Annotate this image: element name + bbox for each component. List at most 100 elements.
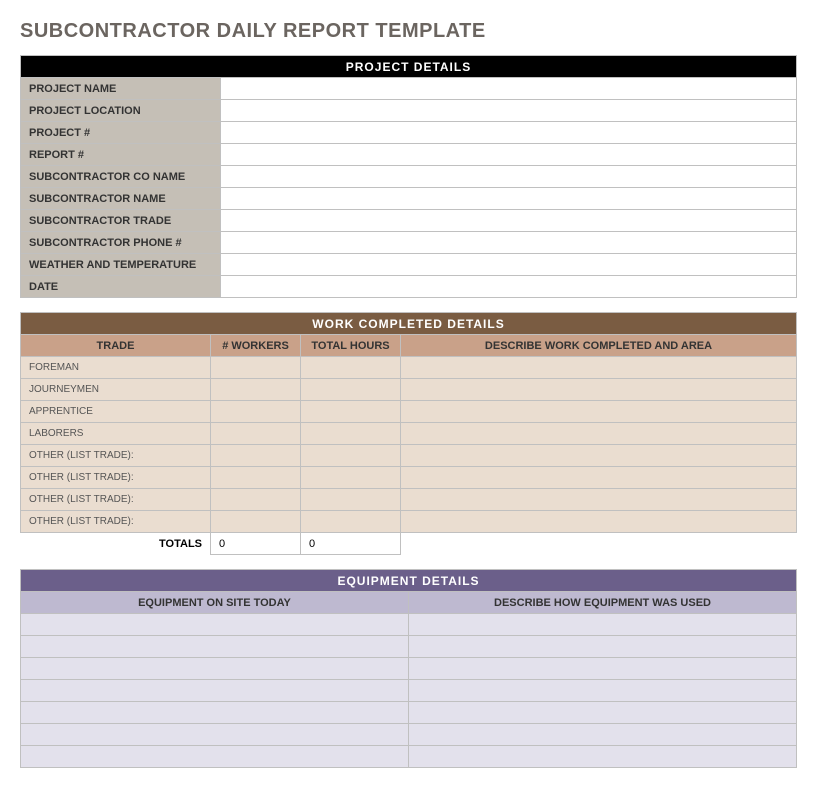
trade-cell: OTHER (LIST TRADE): xyxy=(21,489,211,511)
table-row: WEATHER AND TEMPERATURE xyxy=(21,254,797,276)
field-label: SUBCONTRACTOR NAME xyxy=(21,188,221,210)
workers-cell[interactable] xyxy=(211,401,301,423)
workers-cell[interactable] xyxy=(211,489,301,511)
totals-hours: 0 xyxy=(301,533,401,555)
totals-empty xyxy=(401,533,797,555)
equip-cell[interactable] xyxy=(21,658,409,680)
table-row: FOREMAN xyxy=(21,357,797,379)
workers-cell[interactable] xyxy=(211,357,301,379)
equip-desc-cell[interactable] xyxy=(409,746,797,768)
table-row xyxy=(21,658,797,680)
equip-cell[interactable] xyxy=(21,614,409,636)
field-value[interactable] xyxy=(221,144,797,166)
field-value[interactable] xyxy=(221,188,797,210)
desc-cell[interactable] xyxy=(401,511,797,533)
equip-desc-cell[interactable] xyxy=(409,614,797,636)
equip-desc-cell[interactable] xyxy=(409,724,797,746)
field-value[interactable] xyxy=(221,100,797,122)
equip-cell[interactable] xyxy=(21,636,409,658)
workers-cell[interactable] xyxy=(211,467,301,489)
table-row: APPRENTICE xyxy=(21,401,797,423)
hours-cell[interactable] xyxy=(301,467,401,489)
workers-cell[interactable] xyxy=(211,379,301,401)
table-row xyxy=(21,702,797,724)
page-title: SUBCONTRACTOR DAILY REPORT TEMPLATE xyxy=(20,20,797,43)
equip-cell[interactable] xyxy=(21,746,409,768)
col-header: TOTAL HOURS xyxy=(301,335,401,357)
trade-cell: JOURNEYMEN xyxy=(21,379,211,401)
hours-cell[interactable] xyxy=(301,511,401,533)
table-row xyxy=(21,614,797,636)
table-row: OTHER (LIST TRADE): xyxy=(21,467,797,489)
trade-cell: OTHER (LIST TRADE): xyxy=(21,511,211,533)
desc-cell[interactable] xyxy=(401,357,797,379)
desc-cell[interactable] xyxy=(401,445,797,467)
col-header: DESCRIBE HOW EQUIPMENT WAS USED xyxy=(409,592,797,614)
equip-desc-cell[interactable] xyxy=(409,636,797,658)
field-value[interactable] xyxy=(221,276,797,298)
table-row: OTHER (LIST TRADE): xyxy=(21,489,797,511)
hours-cell[interactable] xyxy=(301,379,401,401)
field-value[interactable] xyxy=(221,166,797,188)
field-value[interactable] xyxy=(221,210,797,232)
table-row: SUBCONTRACTOR CO NAME xyxy=(21,166,797,188)
equip-desc-cell[interactable] xyxy=(409,658,797,680)
table-row: PROJECT LOCATION xyxy=(21,100,797,122)
table-row xyxy=(21,636,797,658)
field-value[interactable] xyxy=(221,78,797,100)
desc-cell[interactable] xyxy=(401,423,797,445)
field-label: WEATHER AND TEMPERATURE xyxy=(21,254,221,276)
equip-desc-cell[interactable] xyxy=(409,680,797,702)
field-value[interactable] xyxy=(221,122,797,144)
field-label: REPORT # xyxy=(21,144,221,166)
trade-cell: OTHER (LIST TRADE): xyxy=(21,467,211,489)
table-row: PROJECT # xyxy=(21,122,797,144)
desc-cell[interactable] xyxy=(401,401,797,423)
totals-workers: 0 xyxy=(211,533,301,555)
trade-cell: LABORERS xyxy=(21,423,211,445)
work-header: WORK COMPLETED DETAILS xyxy=(21,313,797,335)
table-row xyxy=(21,746,797,768)
field-label: SUBCONTRACTOR TRADE xyxy=(21,210,221,232)
workers-cell[interactable] xyxy=(211,511,301,533)
table-row: JOURNEYMEN xyxy=(21,379,797,401)
field-value[interactable] xyxy=(221,254,797,276)
work-completed-table: WORK COMPLETED DETAILS TRADE # WORKERS T… xyxy=(20,312,797,555)
equip-cell[interactable] xyxy=(21,702,409,724)
field-label: PROJECT # xyxy=(21,122,221,144)
workers-cell[interactable] xyxy=(211,423,301,445)
totals-label: TOTALS xyxy=(21,533,211,555)
table-row: OTHER (LIST TRADE): xyxy=(21,511,797,533)
table-row: REPORT # xyxy=(21,144,797,166)
totals-row: TOTALS 0 0 xyxy=(21,533,797,555)
table-row: SUBCONTRACTOR TRADE xyxy=(21,210,797,232)
hours-cell[interactable] xyxy=(301,357,401,379)
table-row: LABORERS xyxy=(21,423,797,445)
field-label: SUBCONTRACTOR PHONE # xyxy=(21,232,221,254)
project-header: PROJECT DETAILS xyxy=(21,56,797,78)
field-value[interactable] xyxy=(221,232,797,254)
equip-cell[interactable] xyxy=(21,724,409,746)
trade-cell: APPRENTICE xyxy=(21,401,211,423)
trade-cell: OTHER (LIST TRADE): xyxy=(21,445,211,467)
field-label: PROJECT NAME xyxy=(21,78,221,100)
equip-cell[interactable] xyxy=(21,680,409,702)
trade-cell: FOREMAN xyxy=(21,357,211,379)
col-header: DESCRIBE WORK COMPLETED AND AREA xyxy=(401,335,797,357)
table-row xyxy=(21,680,797,702)
hours-cell[interactable] xyxy=(301,445,401,467)
col-header: # WORKERS xyxy=(211,335,301,357)
col-header: TRADE xyxy=(21,335,211,357)
equipment-details-table: EQUIPMENT DETAILS EQUIPMENT ON SITE TODA… xyxy=(20,569,797,768)
hours-cell[interactable] xyxy=(301,423,401,445)
table-row: PROJECT NAME xyxy=(21,78,797,100)
equip-desc-cell[interactable] xyxy=(409,702,797,724)
hours-cell[interactable] xyxy=(301,489,401,511)
col-header: EQUIPMENT ON SITE TODAY xyxy=(21,592,409,614)
desc-cell[interactable] xyxy=(401,489,797,511)
desc-cell[interactable] xyxy=(401,467,797,489)
field-label: SUBCONTRACTOR CO NAME xyxy=(21,166,221,188)
hours-cell[interactable] xyxy=(301,401,401,423)
workers-cell[interactable] xyxy=(211,445,301,467)
desc-cell[interactable] xyxy=(401,379,797,401)
